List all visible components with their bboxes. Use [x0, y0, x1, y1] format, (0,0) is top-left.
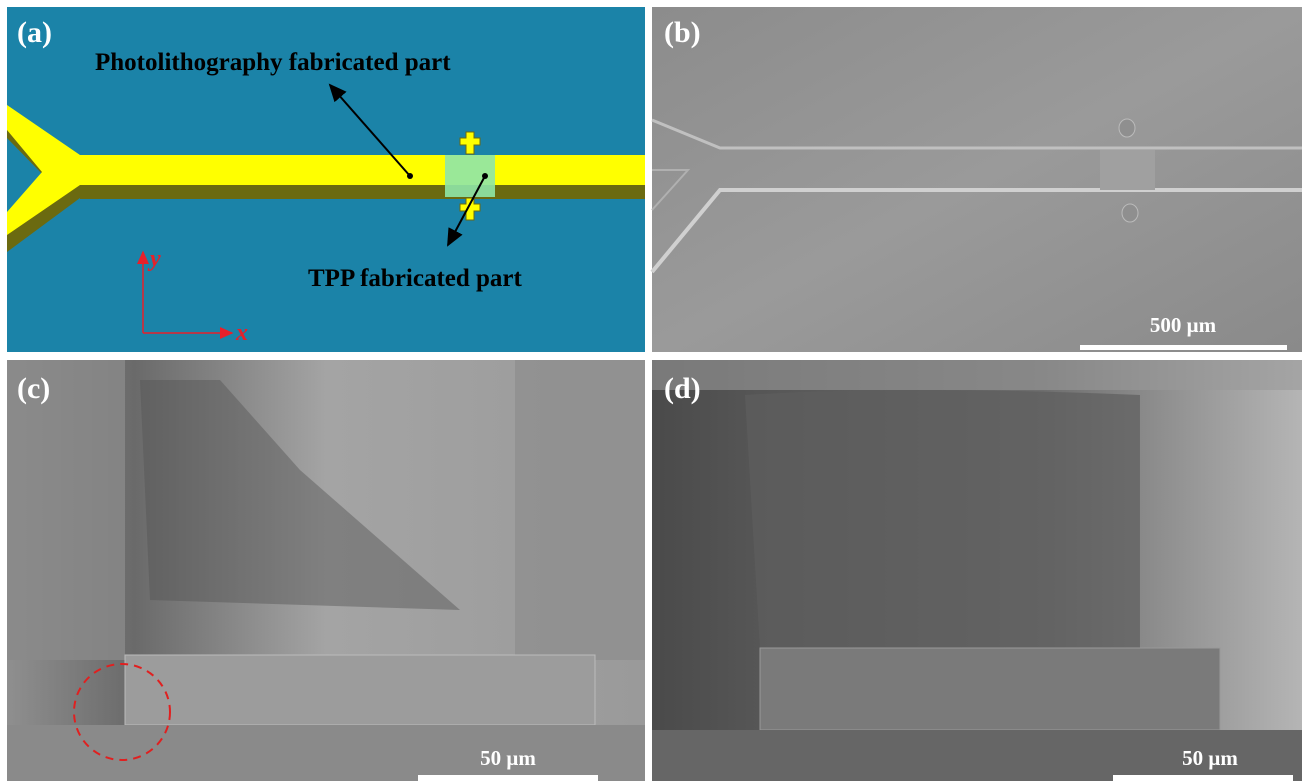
channel [760, 648, 1220, 730]
dot [407, 173, 413, 179]
panel-b: 500 μm (b) [652, 7, 1302, 352]
tpp-part [1100, 150, 1155, 190]
page: Photolithography fabricated part TPP fab… [0, 0, 1309, 781]
scale-bar [418, 775, 598, 781]
rough-region [515, 360, 645, 660]
channel [80, 155, 645, 185]
axis-label: x [235, 320, 248, 346]
tpp-part [745, 390, 1140, 650]
panel-d: 50 μm (d) [652, 360, 1302, 781]
panel-label: (a) [17, 16, 52, 49]
panel-label: (b) [664, 16, 701, 49]
annotation: Photolithography fabricated part [95, 49, 451, 76]
scale-label: 50 μm [480, 746, 536, 770]
rough-region [7, 360, 125, 660]
dot [482, 173, 488, 179]
axis-label: y [147, 246, 161, 272]
scale-bar [1113, 775, 1293, 781]
floor [7, 725, 645, 781]
scale-label: 50 μm [1182, 746, 1238, 770]
marker [1119, 119, 1135, 137]
marker [1122, 204, 1138, 222]
channel-side [80, 185, 645, 199]
panel-label: (d) [664, 372, 701, 405]
panel-a: Photolithography fabricated part TPP fab… [7, 7, 645, 352]
top-region [652, 360, 1302, 390]
panel-c: 50 μm (c) [7, 360, 645, 781]
scale-label: 500 μm [1150, 313, 1217, 337]
panel-label: (c) [17, 372, 50, 405]
channel [125, 655, 595, 725]
annotation: TPP fabricated part [308, 265, 523, 292]
background [652, 7, 1302, 352]
figure: Photolithography fabricated part TPP fab… [0, 0, 1309, 781]
scale-bar [1080, 345, 1287, 350]
